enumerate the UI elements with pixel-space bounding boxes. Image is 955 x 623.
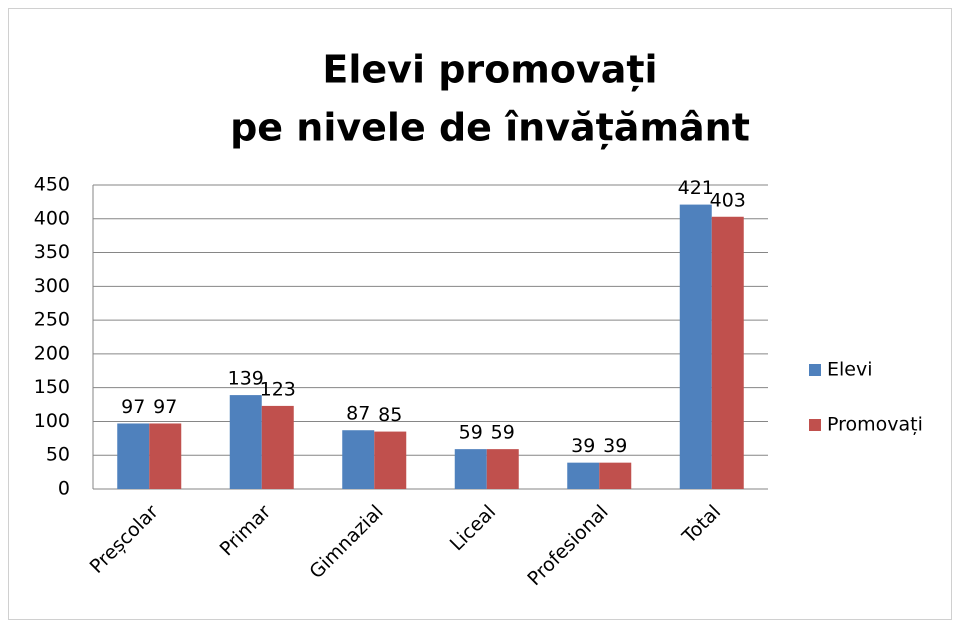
bar: [599, 462, 632, 489]
chart-title: pe nivele de învățământ: [230, 106, 750, 150]
legend-label: Promovați: [827, 414, 923, 436]
y-tick-label: 250: [34, 309, 70, 331]
bar: [117, 423, 150, 489]
data-label: 139: [228, 368, 264, 390]
y-tick-label: 50: [46, 444, 70, 466]
bar: [454, 449, 487, 489]
y-tick-label: 300: [34, 275, 70, 297]
legend-swatch: [809, 419, 821, 431]
data-label: 39: [571, 435, 595, 457]
bar: [711, 216, 744, 490]
bar: [567, 462, 600, 489]
y-tick-label: 150: [34, 376, 70, 398]
data-label: 39: [603, 435, 627, 457]
y-tick-label: 450: [34, 174, 70, 196]
data-label: 403: [710, 189, 746, 211]
legend-swatch: [809, 364, 821, 376]
y-tick-label: 350: [34, 241, 70, 263]
legend-label: Elevi: [827, 359, 873, 381]
bar: [374, 431, 407, 489]
y-tick-label: 0: [58, 478, 70, 500]
data-label: 421: [678, 177, 714, 199]
y-tick-label: 100: [34, 410, 70, 432]
bar: [261, 405, 294, 489]
data-label: 59: [459, 422, 483, 444]
data-label: 85: [378, 404, 402, 426]
bar: [229, 395, 262, 489]
bar: [486, 449, 519, 489]
chart-border: [8, 8, 952, 620]
bar: [342, 430, 375, 489]
y-tick-label: 400: [34, 207, 70, 229]
data-label: 123: [260, 378, 296, 400]
data-label: 59: [491, 422, 515, 444]
bar: [149, 423, 182, 489]
data-label: 97: [121, 396, 145, 418]
bar: [679, 204, 712, 489]
chart-title: Elevi promovați: [322, 48, 657, 92]
y-tick-label: 200: [34, 342, 70, 364]
data-label: 87: [346, 403, 370, 425]
data-label: 97: [153, 396, 177, 418]
